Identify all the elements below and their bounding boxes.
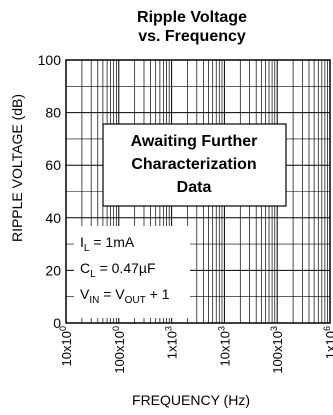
x-tick-labels: 10x100 100x100 1x103 10x103 100x103 1x106	[58, 326, 333, 374]
y-tick-label: 100	[38, 52, 62, 68]
y-tick-label: 40	[45, 210, 61, 226]
plot-frame	[65, 59, 331, 324]
y-tick-label: 80	[45, 105, 61, 121]
condition-line: IL = 1mA	[80, 234, 135, 254]
annotation-line-1: Awaiting Further	[131, 133, 258, 150]
condition-line: VIN = VOUT + 1	[80, 286, 170, 306]
x-tick-label: 100x103	[269, 326, 285, 374]
x-tick-label: 10x103	[216, 326, 232, 366]
condition-line: CL = 0.47µF	[80, 260, 156, 280]
test-conditions-box: IL = 1mA CL = 0.47µF VIN = VOUT + 1	[74, 226, 190, 318]
annotation-line-3: Data	[177, 179, 212, 196]
y-tick-label: 0	[53, 315, 61, 331]
chart-title-line-1: Ripple Voltage	[137, 9, 247, 26]
x-axis-label: FREQUENCY (Hz)	[132, 392, 250, 408]
annotation-box: Awaiting Further Characterization Data	[102, 123, 287, 207]
x-tick-label: 100x100	[111, 326, 127, 374]
y-tick-label: 60	[45, 157, 61, 173]
x-tick-label: 10x100	[58, 326, 74, 366]
chart-title-line-2: vs. Frequency	[138, 28, 246, 45]
x-tick-label: 1x106	[322, 326, 333, 359]
annotation-line-2: Characterization	[131, 156, 256, 173]
y-axis-label: RIPPLE VOLTAGE (dB)	[9, 94, 25, 242]
x-tick-label: 1x103	[164, 326, 180, 359]
y-tick-labels: 0 20 40 60 80 100	[38, 52, 62, 331]
y-tick-label: 20	[45, 262, 61, 278]
